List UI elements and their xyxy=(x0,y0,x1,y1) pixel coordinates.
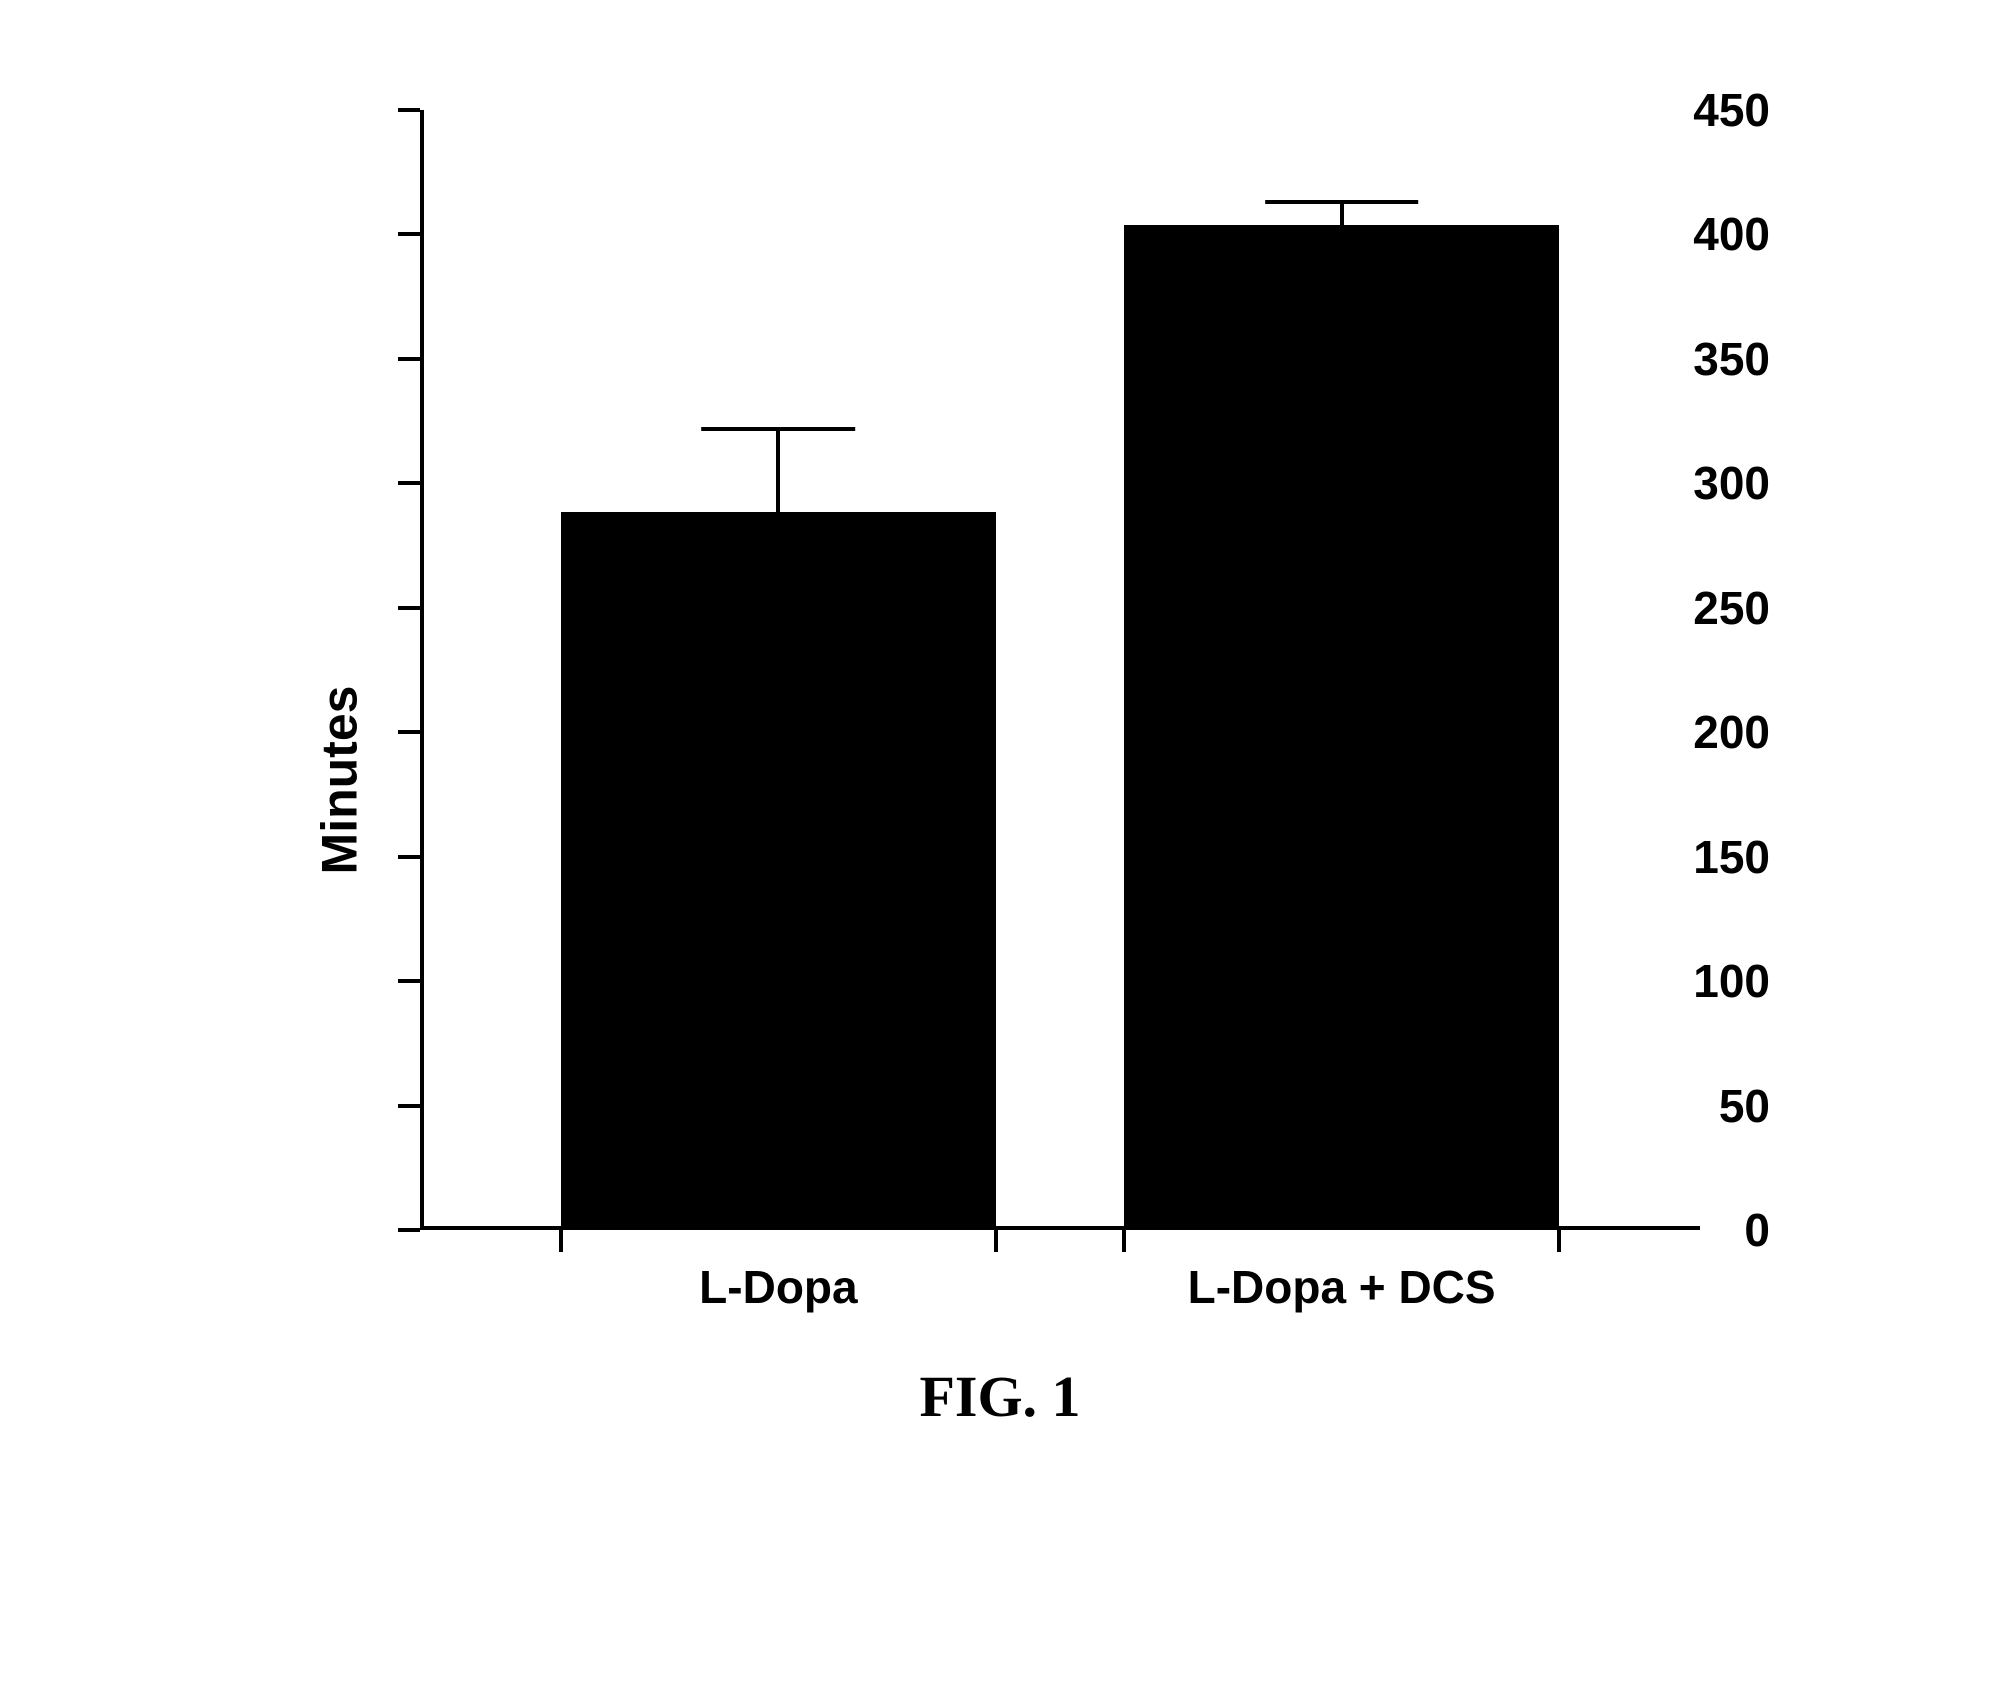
x-tick xyxy=(1122,1230,1126,1252)
y-tick xyxy=(398,1104,420,1108)
chart-container: Minutes 050100150200250300350400450 L-Do… xyxy=(200,80,1800,1480)
y-tick xyxy=(398,357,420,361)
y-tick xyxy=(398,606,420,610)
y-tick xyxy=(398,979,420,983)
error-bar-cap xyxy=(702,427,856,431)
x-axis-line xyxy=(420,1226,1700,1230)
y-tick xyxy=(398,481,420,485)
y-tick xyxy=(398,108,420,112)
error-bar xyxy=(1340,202,1344,229)
y-tick xyxy=(398,232,420,236)
y-axis-line xyxy=(420,110,424,1230)
x-tick xyxy=(559,1230,563,1252)
x-category-label: L-Dopa xyxy=(699,1260,857,1314)
figure-caption: FIG. 1 xyxy=(919,1363,1080,1430)
plot-area: L-DopaL-Dopa + DCS xyxy=(420,110,1700,1230)
bar xyxy=(1124,225,1559,1226)
x-category-label: L-Dopa + DCS xyxy=(1188,1260,1496,1314)
x-tick xyxy=(1557,1230,1561,1252)
y-tick xyxy=(398,730,420,734)
y-tick xyxy=(398,1228,420,1232)
error-bar-cap xyxy=(1265,200,1419,204)
y-tick xyxy=(398,855,420,859)
error-bar xyxy=(776,429,780,516)
x-tick xyxy=(994,1230,998,1252)
y-axis-title: Minutes xyxy=(310,686,368,875)
bar xyxy=(561,512,996,1226)
